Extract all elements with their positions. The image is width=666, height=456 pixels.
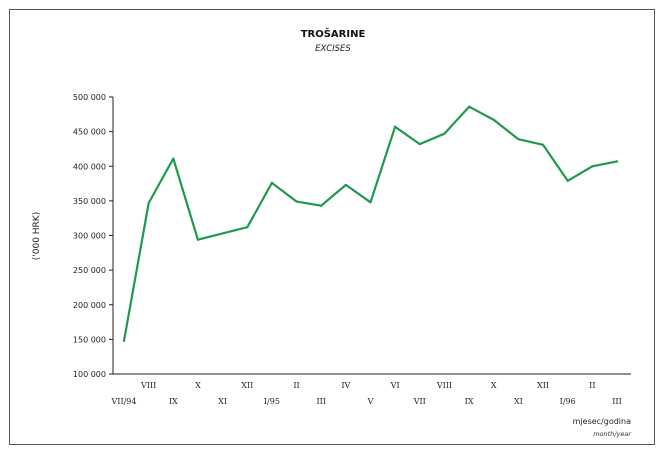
x-tick-label: I/95 <box>264 397 280 406</box>
data-point <box>418 142 421 146</box>
x-tick-label: IX <box>169 397 178 406</box>
data-point <box>468 105 471 108</box>
x-tick-label: XI <box>514 397 523 406</box>
y-tick-label: 400 000 <box>73 162 106 171</box>
x-tick-label: IX <box>465 397 474 406</box>
x-ticks: VII/94VIIIIXXXIXIII/95IIIIIIVVVIVIIVIIII… <box>111 381 622 406</box>
x-tick-label: VIII <box>436 381 452 390</box>
y-tick-label: 250 000 <box>73 266 106 275</box>
x-tick-label: IV <box>341 381 350 390</box>
chart-frame <box>9 9 655 445</box>
series-line <box>122 105 619 342</box>
data-point <box>517 138 520 141</box>
x-tick-label: X <box>491 381 497 390</box>
x-tick-label: XI <box>218 397 227 406</box>
series-layer <box>122 105 619 342</box>
x-axis-sublabel: month/year <box>593 430 632 438</box>
data-point <box>270 181 273 184</box>
axes <box>112 97 631 375</box>
data-point <box>221 232 224 235</box>
data-point <box>320 204 323 207</box>
data-point <box>615 160 619 163</box>
data-point <box>344 183 347 187</box>
data-point <box>295 200 298 203</box>
x-tick-label: VIII <box>140 381 156 390</box>
y-axis-label: ('000 HRK) <box>32 212 42 260</box>
data-point <box>394 125 397 128</box>
y-ticks: 100 000 150 000 200 000 250 000 300 000 350 0… <box>73 93 113 379</box>
data-point <box>147 201 150 205</box>
data-point <box>246 226 249 229</box>
y-tick-label: 450 000 <box>73 128 106 137</box>
y-tick-label: 350 000 <box>73 197 106 206</box>
x-tick-label: III <box>612 397 621 406</box>
x-tick-label: VI <box>390 381 400 390</box>
x-tick-label: X <box>195 381 201 390</box>
y-tick-label: 100 000 <box>73 370 106 379</box>
x-tick-label: XII <box>241 381 253 390</box>
data-point <box>591 165 594 168</box>
x-tick-label: V <box>367 397 374 406</box>
y-tick-label: 200 000 <box>73 301 106 310</box>
x-tick-label: III <box>316 397 325 406</box>
data-point <box>196 238 200 241</box>
x-tick-label: II <box>589 381 595 390</box>
data-point <box>492 118 495 121</box>
x-axis-label: mjesec/godina <box>573 417 631 426</box>
chart-subtitle: EXCISES <box>315 44 351 54</box>
x-tick-label: VII <box>413 397 426 406</box>
data-point <box>443 132 446 135</box>
data-point <box>122 339 126 342</box>
data-point <box>369 201 372 204</box>
y-tick-label: 500 000 <box>73 93 106 102</box>
y-tick-label: 300 000 <box>73 232 106 241</box>
data-point <box>566 179 569 182</box>
x-tick-label: I/96 <box>560 397 576 406</box>
x-tick-label: II <box>293 381 299 390</box>
y-tick-label: 150 000 <box>73 335 106 344</box>
x-tick-label: XII <box>537 381 549 390</box>
data-point <box>172 157 175 160</box>
chart-title: TROŠARINE <box>301 27 366 40</box>
x-tick-label: VII/94 <box>111 397 137 406</box>
data-point <box>541 143 545 146</box>
